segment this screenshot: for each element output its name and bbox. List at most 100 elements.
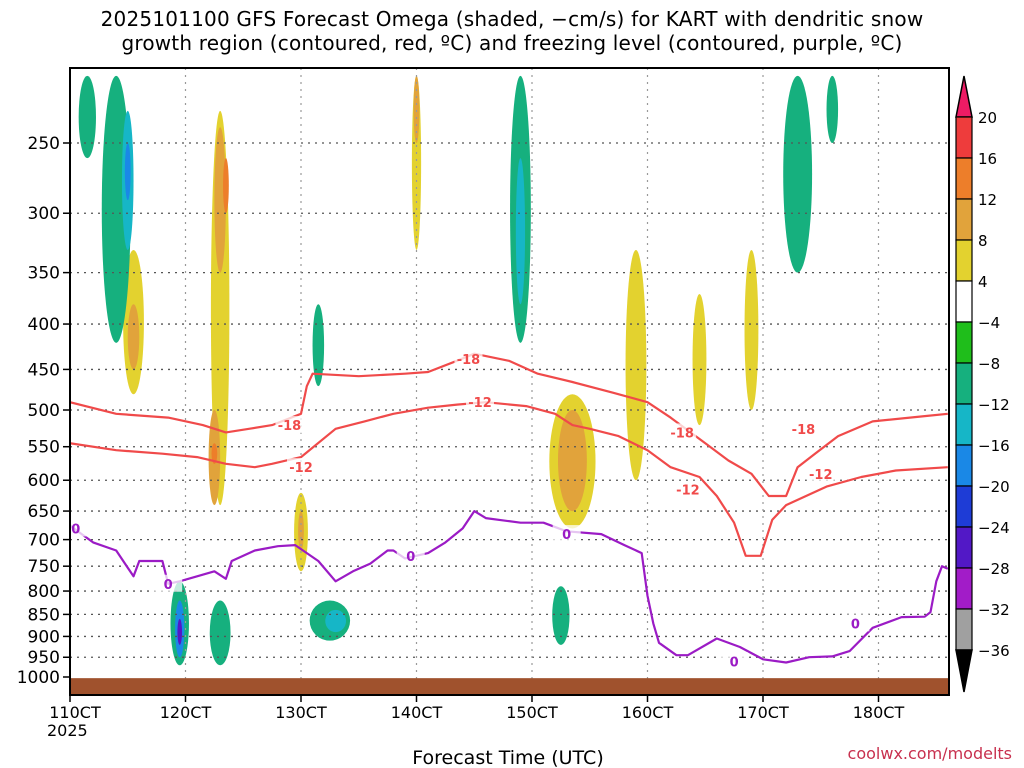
- contour-label-bg: [841, 614, 870, 632]
- year-label: 2025: [47, 721, 88, 740]
- omega-shaded-area: [832, 75, 879, 214]
- x-tick-label: 130CT: [275, 703, 327, 722]
- contour-label-bg: [466, 393, 495, 411]
- colorbar-label: −32: [978, 601, 1010, 619]
- colorbar-segment: [955, 321, 973, 364]
- colorbar-label: −24: [978, 519, 1010, 537]
- contour-label-bg: [552, 525, 581, 543]
- colorbar-segment: [955, 157, 973, 200]
- y-tick-label: 950: [28, 648, 60, 668]
- contour-label: -18: [278, 419, 302, 434]
- contour-zero-freezing: [70, 510, 949, 664]
- x-tick-label: 150CT: [506, 703, 558, 722]
- y-tick-label: 1000: [17, 668, 60, 688]
- colorbar-segment: [955, 608, 973, 651]
- colorbar-segment: [955, 526, 973, 569]
- y-tick-label: 250: [28, 134, 60, 154]
- contour-label: -18: [457, 353, 481, 368]
- source-credit: coolwx.com/modelts: [847, 744, 1012, 763]
- colorbar-segment: [955, 403, 973, 446]
- x-tick-label: 140CT: [391, 703, 443, 722]
- y-tick-label: 300: [28, 204, 60, 224]
- contour-label-bg: [668, 423, 697, 441]
- omega-shaded-area: [783, 75, 813, 273]
- contour-label-bg: [275, 416, 304, 434]
- contour-label: 0: [406, 550, 415, 565]
- colorbar-segment: [955, 362, 973, 405]
- omega-shaded-area: [214, 127, 226, 273]
- x-tick-label: 160CT: [622, 703, 674, 722]
- contour-label-bg: [673, 480, 702, 498]
- colorbar-label: −12: [978, 396, 1010, 414]
- colorbar-segment: [955, 567, 973, 610]
- omega-shaded-area: [341, 480, 388, 551]
- chart-title-line-2: growth region (contoured, red, ºC) and f…: [121, 31, 903, 55]
- y-tick-label: 600: [28, 471, 60, 491]
- y-tick-label: 700: [28, 531, 60, 551]
- colorbar-label: −16: [978, 437, 1010, 455]
- omega-shaded-area: [259, 324, 285, 447]
- colorbar-label: 4: [978, 273, 988, 291]
- omega-shaded-area: [826, 75, 839, 143]
- y-tick-label: 800: [28, 582, 60, 602]
- omega-shaded-area: [929, 75, 944, 128]
- contour-layer: [70, 352, 949, 664]
- grid-layer: [70, 68, 949, 695]
- colorbar-top-arrow: [955, 75, 973, 118]
- y-tick-label: 900: [28, 627, 60, 647]
- contour-label-bg: [154, 574, 183, 592]
- y-tick-label: 650: [28, 502, 60, 522]
- colorbar-label: −20: [978, 478, 1010, 496]
- colorbar-segment: [955, 280, 973, 323]
- chart-title-line-1: 2025101100 GFS Forecast Omega (shaded, −…: [100, 7, 924, 31]
- colorbar-segment: [955, 239, 973, 282]
- contour-label-bg: [287, 458, 315, 476]
- colorbar-segment: [955, 198, 973, 241]
- plot-frame: [69, 67, 950, 696]
- x-tick-label: 120CT: [160, 703, 212, 722]
- colorbar-label: −4: [978, 314, 1000, 332]
- contour-label-bg: [720, 652, 749, 670]
- contour-label-bg: [396, 546, 425, 564]
- omega-shaded-area: [692, 294, 707, 426]
- contour-label: -12: [289, 461, 313, 476]
- x-axis-label: Forecast Time (UTC): [412, 747, 603, 768]
- contour-label: -18: [792, 423, 816, 438]
- omega-shaded-area: [312, 304, 325, 387]
- x-tick-label: 110CT: [49, 703, 101, 722]
- terrain-layer: [70, 678, 949, 695]
- omega-shaded-area: [223, 158, 229, 214]
- colorbar-segment: [955, 485, 973, 528]
- omega-shaded-area: [515, 158, 526, 305]
- omega-shaded-area: [895, 492, 919, 540]
- colorbar-segment: [955, 444, 973, 487]
- omega-shaded-area: [177, 618, 183, 645]
- contour-label: 0: [164, 578, 173, 593]
- y-tick-label: 350: [28, 264, 60, 284]
- contour-label-bg: [454, 350, 483, 368]
- omega-shaded-area: [325, 609, 347, 633]
- omega-shaded-area: [868, 261, 889, 361]
- x-tick-label: 170CT: [737, 703, 789, 722]
- contour-label: 0: [562, 528, 571, 543]
- terrain-band: [70, 678, 949, 695]
- colorbar-label: −36: [978, 642, 1010, 660]
- contour-label: 0: [730, 655, 739, 670]
- omega-shaded-area: [445, 453, 492, 540]
- omega-shaded-area: [127, 304, 140, 370]
- y-tick-label: 500: [28, 401, 60, 421]
- contour-label-bg: [806, 464, 835, 482]
- omega-shaded-area: [744, 249, 759, 410]
- colorbar: 20 16 12 8 4 −4 −8 −12 −16 −20 −24 −28 −32 −36: [955, 75, 1010, 693]
- colorbar-label: 16: [978, 150, 997, 168]
- colorbar-bottom-arrow: [955, 649, 973, 693]
- contour-label: -12: [809, 468, 833, 483]
- omega-shaded-area: [209, 600, 231, 666]
- contour-label: -12: [468, 396, 492, 411]
- contour-label-layer: -18 -12 -18 -12 -18 -12 -18 -12 0 0 0 0 0 0: [61, 350, 870, 670]
- omega-shaded-area: [557, 410, 587, 512]
- colorbar-label: 8: [978, 232, 988, 250]
- colorbar-label: −8: [978, 355, 1000, 373]
- omega-shaded-area: [413, 75, 420, 143]
